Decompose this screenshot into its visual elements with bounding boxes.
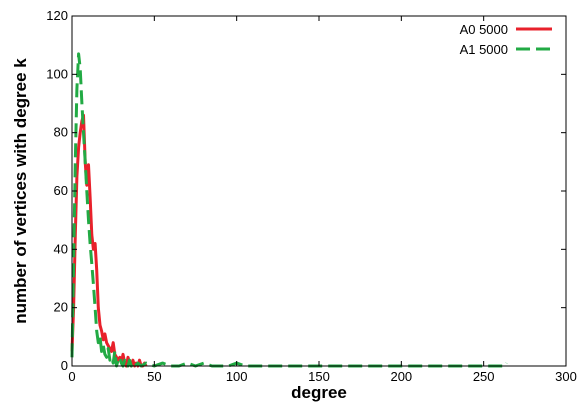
y-axis: 0 20 40 60 80 100 120 <box>46 8 566 373</box>
y-tick-label: 40 <box>54 241 68 256</box>
y-tick-label: 60 <box>54 183 68 198</box>
series-line-0 <box>70 113 148 368</box>
y-tick-label: 0 <box>61 358 68 373</box>
legend: A0 5000 A1 5000 <box>460 22 552 57</box>
legend-label-a0: A0 5000 <box>460 22 508 37</box>
x-tick-label: 250 <box>473 369 495 384</box>
x-axis: 0 50 100 150 200 250 300 <box>68 16 577 384</box>
y-tick-label: 20 <box>54 300 68 315</box>
plot-frame <box>71 15 567 367</box>
x-tick-label: 300 <box>555 369 577 384</box>
x-axis-title: degree <box>291 383 347 402</box>
y-tick-label: 120 <box>46 8 68 23</box>
x-tick-label: 50 <box>147 369 161 384</box>
series-line-1 <box>70 52 509 368</box>
series-layer <box>70 52 509 368</box>
x-tick-label: 0 <box>68 369 75 384</box>
y-tick-label: 100 <box>46 66 68 81</box>
x-tick-label: 150 <box>308 369 330 384</box>
legend-label-a1: A1 5000 <box>460 42 508 57</box>
x-tick-label: 200 <box>390 369 412 384</box>
y-tick-label: 80 <box>54 125 68 140</box>
x-tick-label: 100 <box>226 369 248 384</box>
y-axis-title: number of vertices with degree k <box>11 58 30 324</box>
